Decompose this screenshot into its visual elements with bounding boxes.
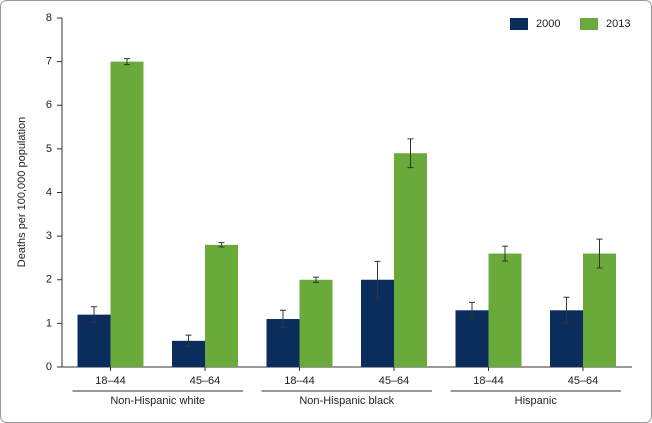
error-bar [563, 296, 570, 324]
error-bar [407, 138, 414, 169]
bar [110, 61, 144, 367]
error-bar [124, 58, 130, 66]
legend-swatch [510, 18, 528, 30]
group-label: Non-Hispanic black [299, 395, 394, 407]
bar [488, 253, 522, 367]
group-label: Non-Hispanic white [110, 395, 205, 407]
x-tick-label: 18–44 [473, 375, 504, 387]
x-tick-label: 18–44 [95, 375, 126, 387]
legend-swatch [580, 18, 598, 30]
y-tick-label: 8 [46, 12, 52, 24]
y-tick-label: 7 [46, 56, 52, 68]
y-tick-label: 4 [46, 186, 52, 198]
y-tick-label: 3 [46, 230, 52, 242]
legend-label: 2000 [536, 18, 560, 30]
bar [77, 314, 111, 367]
error-bar [313, 276, 319, 283]
x-tick-label: 45–64 [190, 375, 221, 387]
error-bar [185, 334, 192, 347]
y-tick-label: 6 [46, 99, 52, 111]
y-tick-label: 5 [46, 143, 52, 155]
group-label: Hispanic [515, 395, 558, 407]
y-axis-label: Deaths per 100,000 population [16, 117, 28, 267]
bar [394, 153, 427, 367]
bar [455, 310, 489, 367]
error-bar [374, 260, 381, 299]
x-tick-label: 45–64 [379, 375, 410, 387]
x-tick-label: 18–44 [284, 375, 315, 387]
error-bar [596, 238, 603, 269]
legend-label: 2013 [606, 18, 630, 30]
y-tick-label: 0 [46, 361, 52, 373]
bar [299, 279, 333, 367]
error-bar [91, 306, 97, 324]
x-tick-label: 45–64 [568, 375, 599, 387]
error-bar [218, 242, 225, 248]
error-bar [280, 309, 286, 329]
y-tick-label: 1 [46, 317, 52, 329]
bar [205, 244, 238, 367]
y-tick-label: 2 [46, 274, 52, 286]
bar [583, 253, 616, 367]
error-bar [502, 245, 508, 262]
error-bar [469, 301, 475, 319]
